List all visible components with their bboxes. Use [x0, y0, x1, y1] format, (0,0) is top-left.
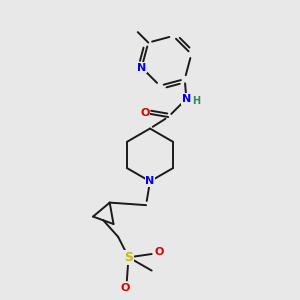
Text: N: N — [182, 94, 191, 104]
Text: O: O — [140, 108, 149, 118]
Text: S: S — [124, 251, 133, 264]
Text: N: N — [137, 62, 146, 73]
Text: H: H — [192, 95, 200, 106]
Text: O: O — [154, 248, 164, 257]
Text: N: N — [146, 176, 154, 186]
Text: O: O — [121, 283, 130, 293]
